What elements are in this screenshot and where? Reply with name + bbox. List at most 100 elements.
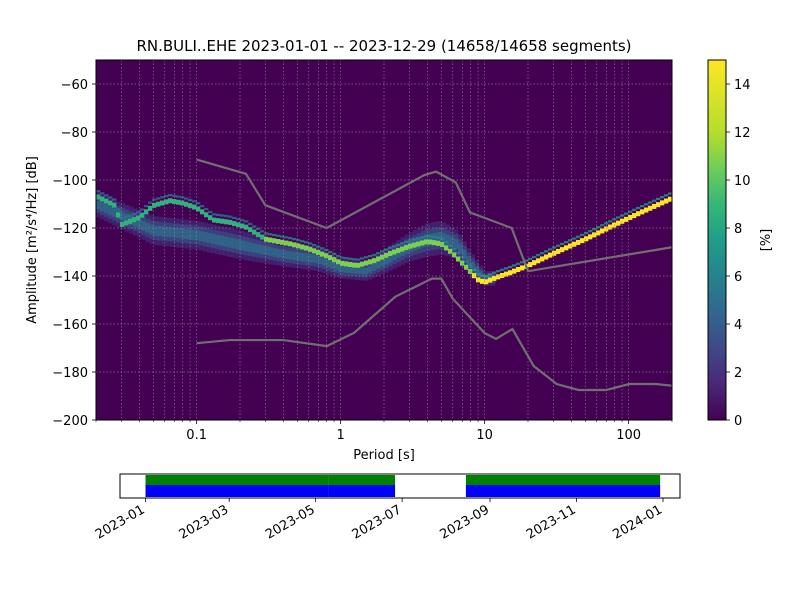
mode-cell-halo — [636, 206, 641, 210]
mode-cell — [500, 272, 505, 278]
density-cell — [186, 229, 192, 240]
timeline-frame — [119, 473, 681, 499]
mode-cell — [588, 234, 593, 240]
density-cell — [194, 230, 200, 241]
mode-cell — [304, 245, 309, 251]
psd-heatmap-plot: 0.1 1 10 100 −60 −80 −100 −120 −140 −160 −180 −200 — [52, 59, 673, 443]
mode-cell — [576, 239, 581, 245]
density-cell — [449, 236, 455, 248]
mode-cell-halo — [220, 214, 225, 217]
coverage-used-bar — [328, 475, 396, 485]
mode-cell — [172, 199, 177, 205]
colorbar-tick-label: 14 — [734, 78, 751, 93]
mode-cell — [264, 236, 269, 242]
mode-cell — [228, 219, 233, 225]
mode-cell-halo — [416, 237, 421, 240]
density-cell — [478, 271, 484, 278]
mode-cell-halo — [484, 274, 489, 278]
mode-cell-halo — [132, 212, 137, 216]
mode-cell — [528, 262, 533, 268]
mode-cell-halo — [264, 232, 269, 235]
mode-cell — [96, 194, 101, 200]
mode-cell-halo — [236, 217, 241, 221]
density-cell — [182, 228, 188, 239]
timeline-tick-label: 2023-09 — [437, 502, 492, 542]
density-cell — [289, 251, 294, 260]
mode-cell — [396, 248, 401, 254]
mode-cell — [308, 246, 313, 252]
y-axis-label: Amplitude [m²/s⁴/Hz] [dB] — [25, 156, 40, 324]
density-cell — [157, 226, 163, 237]
mode-cell-halo — [112, 198, 117, 201]
mode-cell-halo — [620, 214, 625, 217]
density-cell — [359, 267, 364, 275]
mode-curve — [96, 190, 672, 285]
mode-cell — [296, 243, 301, 249]
mode-cell-halo — [396, 243, 401, 246]
mode-cell — [328, 255, 333, 261]
mode-cell-halo — [296, 239, 301, 242]
mode-cell — [392, 249, 397, 255]
mode-cell — [256, 232, 261, 238]
mode-cell — [240, 223, 245, 229]
density-cell — [470, 261, 476, 270]
mode-cell — [496, 274, 501, 280]
mode-cell-halo — [464, 260, 469, 263]
mode-cell-halo — [244, 220, 249, 223]
x-tick-label: 1 — [337, 428, 345, 443]
mode-cell — [320, 251, 325, 257]
mode-cell — [400, 246, 405, 252]
mode-cell — [560, 247, 565, 253]
timeline-date-ticks: 2023-01 2023-03 2023-05 2023-07 2023-09 2023-… — [93, 498, 665, 543]
mode-cell — [660, 200, 665, 206]
mode-cell — [640, 209, 645, 215]
timeline-tick-label: 2023-07 — [350, 502, 405, 542]
mode-cell-halo — [604, 222, 609, 225]
timeline-tick-label: 2023-01 — [93, 502, 148, 542]
density-cell — [244, 241, 249, 252]
mode-cell — [220, 218, 225, 224]
density-cell — [314, 254, 319, 264]
mode-cell — [484, 279, 489, 285]
mode-cell-halo — [120, 217, 125, 220]
mode-cell — [608, 224, 613, 230]
mode-cell-halo — [384, 248, 389, 251]
mode-cell — [352, 262, 357, 268]
mode-cell-halo — [364, 256, 369, 259]
mode-cell — [480, 278, 485, 284]
mode-cell — [600, 228, 605, 234]
density-cell — [445, 234, 451, 246]
mode-cell-halo — [288, 236, 293, 240]
mode-cell-halo — [256, 227, 261, 230]
density-cell — [104, 204, 109, 214]
mode-cell-halo — [352, 258, 357, 261]
mode-cell-halo — [632, 208, 637, 211]
mode-cell — [444, 245, 449, 251]
mode-cell-halo — [424, 235, 429, 238]
mode-cell — [136, 215, 141, 221]
mode-cell — [580, 238, 585, 244]
density-cell — [297, 252, 303, 261]
mode-cell — [612, 222, 617, 228]
density-cell — [108, 206, 113, 216]
mode-cell — [372, 258, 377, 264]
mode-cell-halo — [376, 252, 381, 255]
colorbar-tick-label: 6 — [734, 270, 742, 285]
density-cell — [330, 261, 336, 269]
mode-cell-halo — [156, 197, 161, 200]
mode-cell-halo — [492, 271, 497, 274]
density-cell — [462, 249, 467, 260]
density-cell — [141, 220, 146, 231]
mode-cell — [280, 239, 285, 245]
x-tick-label: 10 — [476, 428, 493, 443]
density-cell — [235, 239, 241, 250]
density-cell — [293, 251, 299, 261]
mode-cell — [112, 202, 117, 208]
colorbar-tick-label: 2 — [734, 366, 742, 381]
mode-cell-halo — [172, 194, 177, 197]
density-cell — [433, 232, 438, 245]
mode-cell-halo — [148, 201, 153, 204]
mode-cell — [420, 240, 425, 246]
density-cell — [346, 266, 352, 273]
mode-cell — [232, 221, 237, 227]
